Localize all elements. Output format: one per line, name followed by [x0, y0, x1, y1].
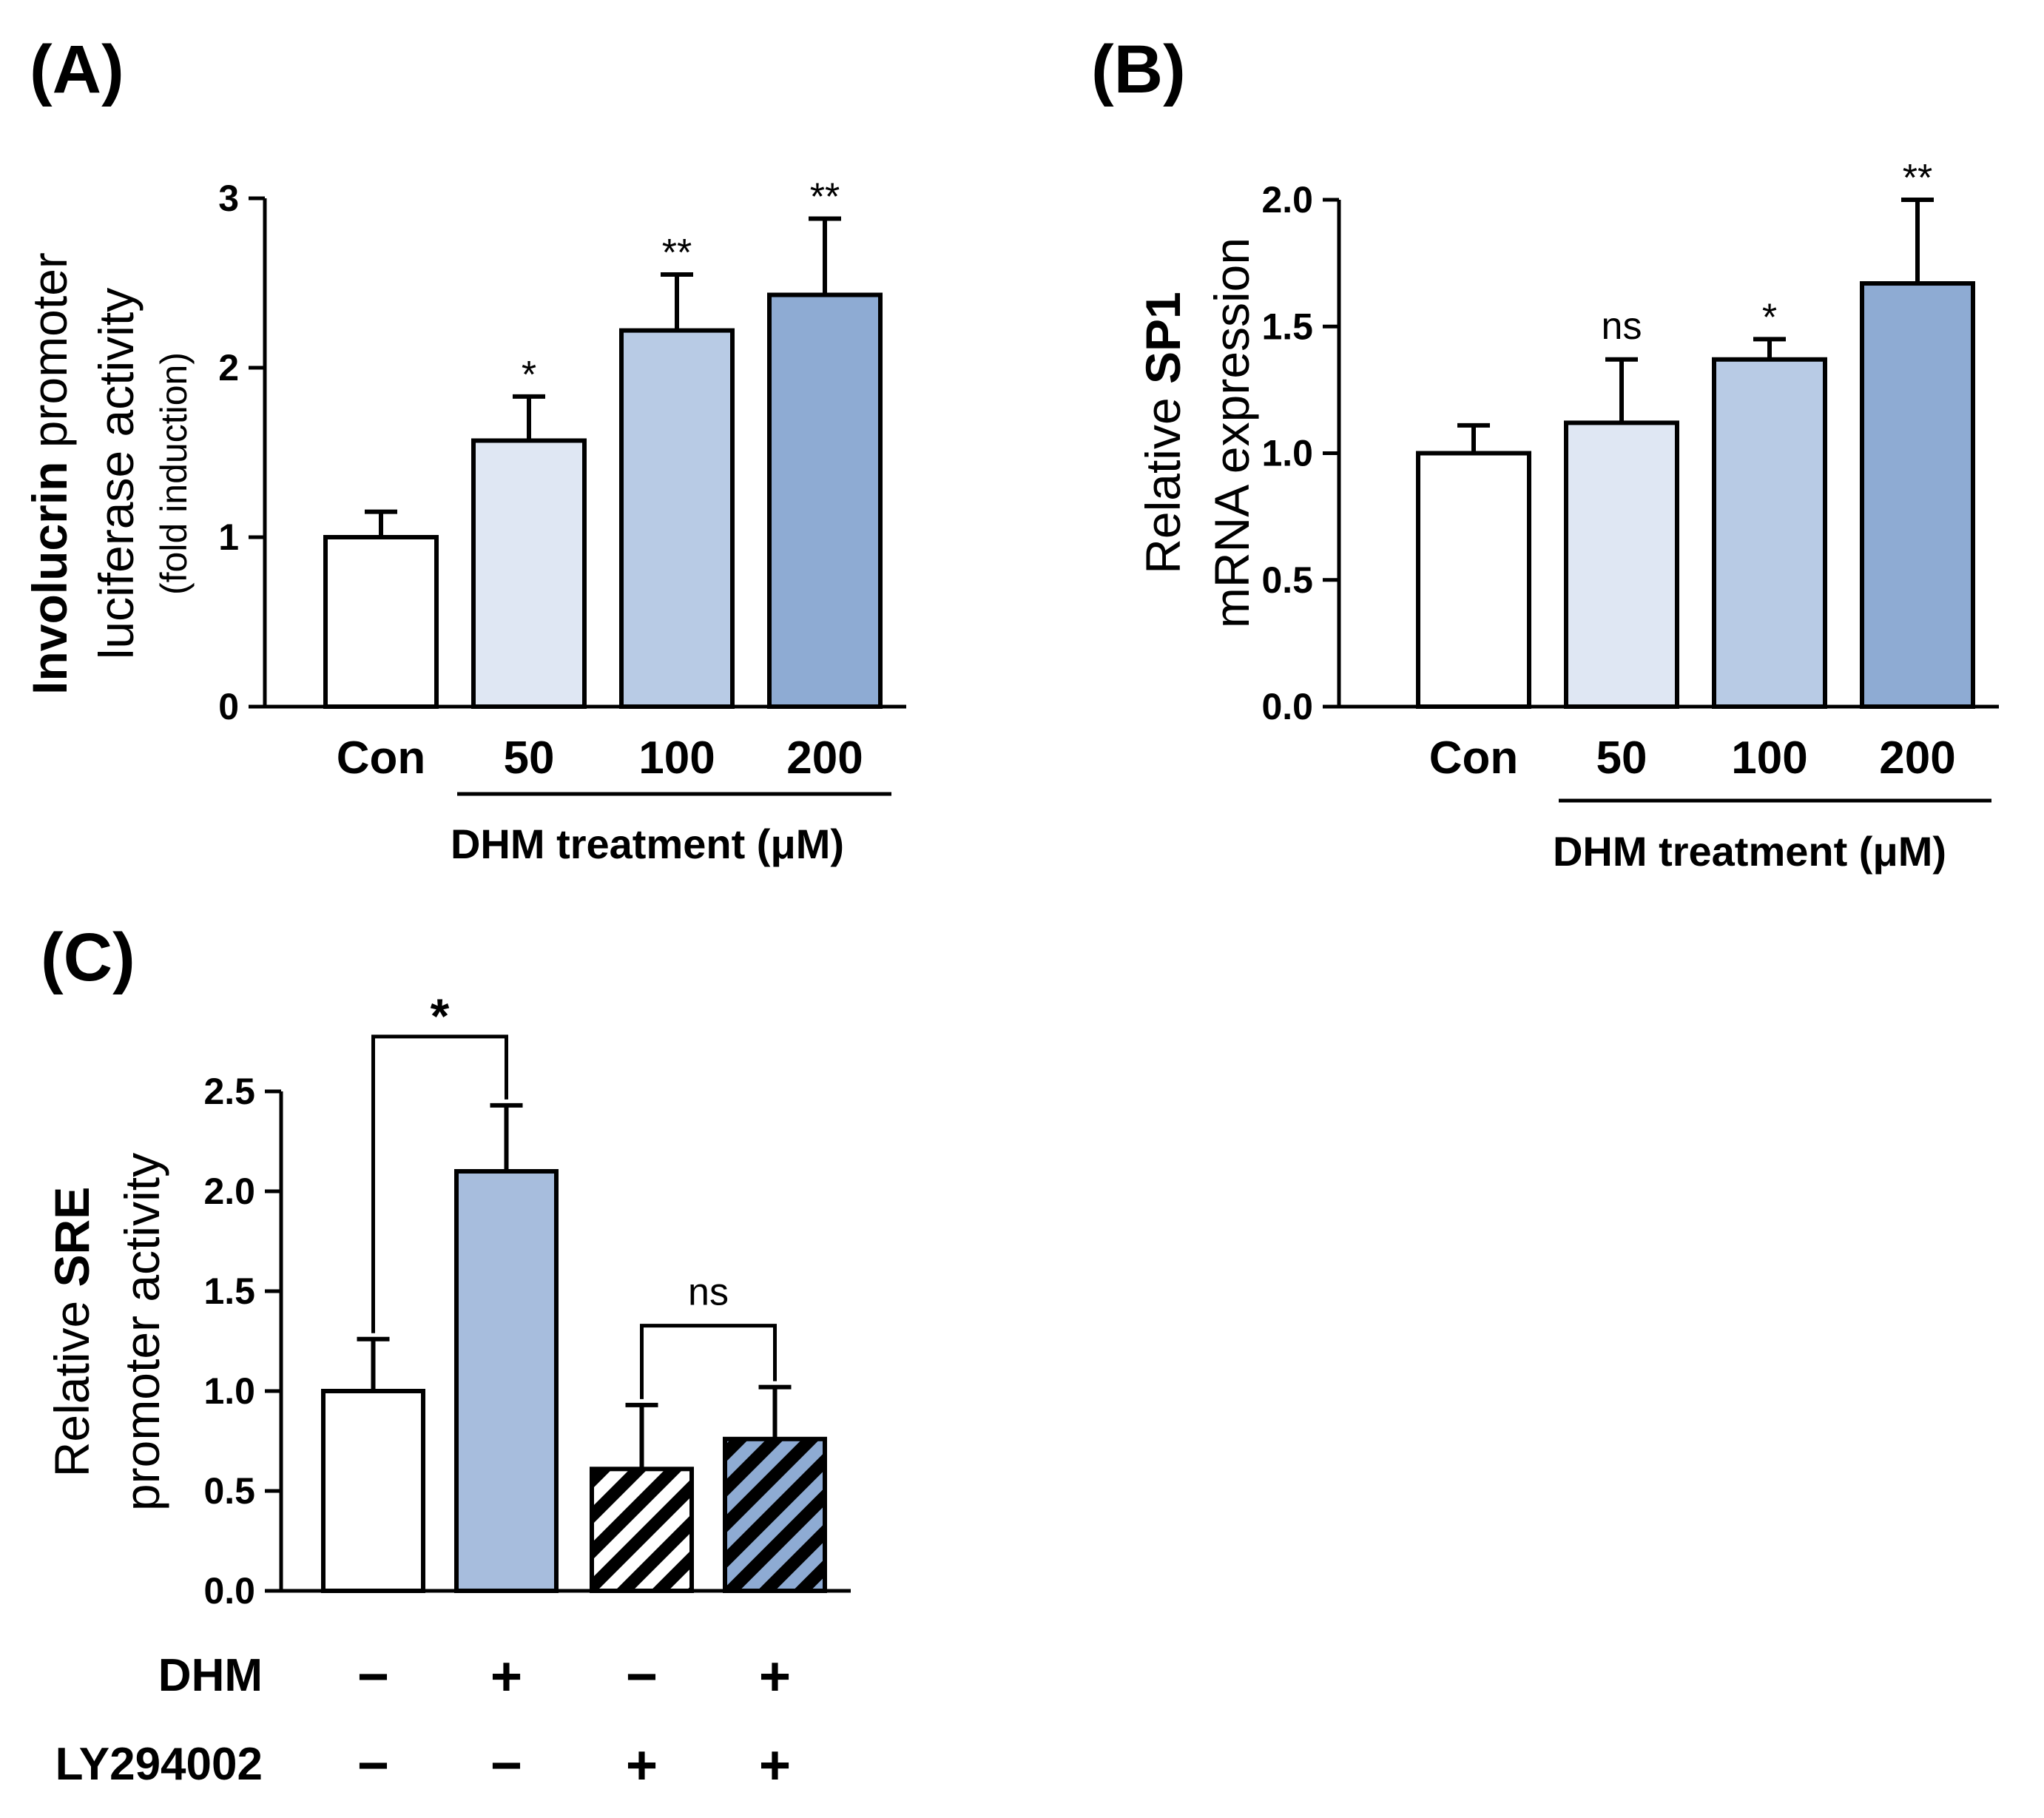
panel-c-comparison-bracket — [371, 1034, 508, 1333]
panel-a-plot: 0 1 2 3 Con 50 * 100 ** 200 ** — [218, 175, 906, 796]
panel-c-bar — [454, 1169, 559, 1593]
panel-c-condition-sign: + — [759, 1734, 791, 1796]
panel-c-plot: 0.0 0.5 1.0 1.5 2.0 2.5 * ns — [203, 989, 851, 1612]
panel-b-y-tick-label: 1.0 — [1261, 433, 1313, 474]
panel-c-row-label: LY294002 — [55, 1739, 263, 1790]
panel-a-ylabel-line3: (fold induction) — [153, 352, 195, 595]
panel-c-comparison-label: * — [431, 989, 450, 1043]
panel-b-label: (B) — [1091, 32, 1186, 107]
panel-c-y-tick-label: 1.5 — [203, 1270, 255, 1312]
panel-c-condition-sign: − — [490, 1734, 522, 1796]
panel-b-significance-label: * — [1762, 296, 1777, 339]
panel-a-category-label: 200 — [786, 733, 863, 784]
panel-b-bar — [1416, 451, 1531, 709]
panel-b-bar — [1860, 281, 1975, 709]
panel-b: (B) Relative SP1 mRNA expression 0.0 0.5 1… — [1091, 32, 1999, 875]
panel-c-condition-sign: + — [626, 1734, 658, 1796]
panel-a-category-label: 100 — [638, 733, 715, 784]
panel-c-y-tick-label: 0.5 — [203, 1470, 255, 1512]
panel-c-condition-sign: − — [357, 1734, 389, 1796]
panel-b-y-tick-label: 0.5 — [1261, 559, 1313, 601]
panel-b-category-label: Con — [1429, 733, 1519, 784]
panel-a-category-label: Con — [337, 733, 426, 784]
panel-c-bar — [321, 1389, 425, 1593]
panel-b-ylabel-bold: SP1 — [1136, 292, 1190, 384]
panel-c-condition-sign: − — [626, 1646, 658, 1707]
panel-a-ylabel-line1: Involucrin promoter — [22, 252, 77, 695]
panel-b-group-label: DHM treatment (μM) — [1553, 828, 1946, 875]
panel-c-condition-sign: − — [357, 1646, 389, 1707]
panel-a-significance-label: * — [522, 354, 536, 397]
panel-a-y-tick-label: 2 — [218, 347, 239, 388]
panel-b-y-tick-label: 0.0 — [1261, 686, 1313, 727]
panel-b-ylabel-line2: mRNA expression — [1204, 238, 1259, 628]
panel-b-ylabel-pre: Relative — [1136, 384, 1190, 574]
panel-a: (A) Involucrin promoter luciferase activ… — [22, 32, 906, 867]
panel-c-comparison-bracket — [640, 1324, 777, 1399]
panel-b-bar — [1712, 357, 1827, 709]
panel-a-ylabel-line2: luciferase activity — [89, 288, 144, 660]
panel-c-bar — [590, 1467, 694, 1594]
panel-a-y-tick-label: 3 — [218, 178, 239, 219]
panel-c-comparison-label: ns — [688, 1271, 729, 1314]
panel-a-ylabel-bold: Involucrin — [22, 462, 77, 695]
panel-c-condition-rows: DHM − + − + LY294002 − − + + — [55, 1646, 792, 1796]
panel-b-plot: 0.0 0.5 1.0 1.5 2.0 Con 50 ns 100 * 200 ** — [1261, 157, 1999, 803]
panel-a-category-label: 50 — [504, 733, 555, 784]
panel-b-y-tick-label: 1.5 — [1261, 306, 1313, 347]
panel-a-bar — [619, 328, 735, 709]
panel-a-ylabel-rest: promoter — [22, 252, 77, 461]
panel-c-condition-sign: + — [490, 1646, 522, 1707]
panel-c-y-tick-label: 0.0 — [203, 1570, 255, 1612]
panel-a-bar — [767, 292, 883, 709]
panel-a-bar — [471, 438, 587, 709]
panel-b-category-label: 100 — [1731, 733, 1807, 784]
panel-c-label: (C) — [41, 920, 135, 995]
panel-a-significance-label: ** — [662, 232, 692, 275]
panel-c-y-axis-label: Relative SRE promoter activity — [44, 1153, 169, 1511]
panel-a-y-axis-label: Involucrin promoter luciferase activity … — [22, 252, 195, 695]
panel-c-ylabel-line1: Relative SRE — [44, 1187, 99, 1478]
panel-c-ylabel-pre: Relative — [44, 1287, 99, 1477]
panel-a-bar — [323, 535, 439, 709]
panel-c-ylabel-bold: SRE — [44, 1187, 99, 1287]
panel-b-category-label: 200 — [1879, 733, 1955, 784]
panel-c-y-tick-label: 1.0 — [203, 1370, 255, 1412]
panel-c-ylabel-line2: promoter activity — [115, 1153, 169, 1511]
panel-a-y-tick-label: 0 — [218, 686, 239, 727]
panel-c-row-label: DHM — [158, 1650, 263, 1701]
panel-c-bar — [723, 1436, 827, 1594]
panel-b-y-axis-label: Relative SP1 mRNA expression — [1136, 238, 1259, 628]
panel-b-bar — [1564, 420, 1679, 710]
panel-b-category-label: 50 — [1596, 733, 1647, 784]
panel-b-ylabel-line1: Relative SP1 — [1136, 292, 1190, 574]
panel-b-significance-label: ns — [1602, 305, 1642, 348]
panel-c-y-tick-label: 2.0 — [203, 1171, 255, 1212]
panel-c-condition-sign: + — [759, 1646, 791, 1707]
panel-c-y-tick-label: 2.5 — [203, 1071, 255, 1112]
panel-b-significance-label: ** — [1903, 157, 1932, 200]
panel-c: (C) Relative SRE promoter activity 0.00.… — [41, 920, 851, 1796]
panel-b-y-tick-label: 2.0 — [1261, 179, 1313, 220]
panel-a-label: (A) — [30, 32, 124, 107]
panel-a-y-tick-label: 1 — [218, 516, 239, 558]
panel-a-significance-label: ** — [810, 175, 840, 218]
panel-a-group-label: DHM treatment (μM) — [451, 821, 844, 867]
